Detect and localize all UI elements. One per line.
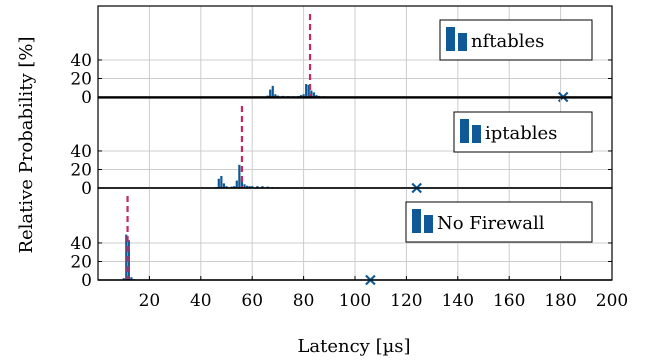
x-tick-label: 100: [339, 291, 371, 311]
bar: [233, 186, 236, 188]
bar: [225, 186, 228, 188]
bar: [256, 186, 259, 188]
bar: [130, 277, 133, 280]
bar: [122, 278, 125, 280]
y-tick-label: 40: [70, 51, 92, 71]
legend-swatch: [472, 125, 481, 143]
legend-swatch: [446, 27, 455, 51]
bar: [220, 175, 223, 188]
x-tick-label: 80: [293, 291, 315, 311]
y-tick-label: 40: [70, 234, 92, 254]
y-tick-label: 20: [70, 252, 92, 272]
bar: [261, 186, 264, 188]
bar: [312, 92, 315, 97]
x-tick-label: 180: [544, 291, 576, 311]
bar: [305, 84, 308, 97]
legend-swatch: [424, 215, 433, 233]
x-tick-label: 160: [493, 291, 525, 311]
bar: [299, 95, 303, 97]
bar: [251, 186, 254, 188]
bar: [243, 184, 246, 188]
panel-frame: [97, 5, 613, 98]
bar: [245, 185, 249, 188]
y-tick-label: 20: [70, 160, 92, 180]
bar: [222, 183, 226, 188]
legend-swatch: [460, 119, 469, 143]
legend: No Firewall: [405, 201, 593, 243]
bar: [315, 95, 318, 97]
legend-swatch: [458, 33, 467, 51]
bar: [302, 94, 305, 97]
x-tick-label: 200: [596, 291, 628, 311]
bar: [127, 240, 130, 280]
legend: nftables: [439, 19, 593, 61]
x-axis-label: Latency [µs]: [297, 336, 410, 357]
x-axis-ticks: 20 40 60 80 100 120 140 160 180 200: [139, 276, 628, 311]
legend-swatch: [412, 209, 421, 233]
bar: [310, 90, 313, 97]
x-tick-label: 40: [190, 291, 212, 311]
bar: [269, 89, 272, 97]
legend: iptables: [453, 111, 593, 153]
bar: [274, 94, 277, 97]
x-tick-label: 20: [139, 291, 161, 311]
bar: [235, 180, 238, 188]
x-tick-label: 140: [442, 291, 474, 311]
bar: [238, 164, 241, 188]
y-axis-label: Relative Probability [%]: [16, 36, 37, 253]
legend-label: No Firewall: [437, 213, 545, 234]
legend-label: nftables: [471, 31, 544, 52]
bar: [271, 85, 274, 97]
bar: [248, 186, 251, 188]
bar: [125, 234, 128, 280]
y-tick-label: 40: [70, 142, 92, 162]
x-tick-label: 120: [390, 291, 422, 311]
y-tick-label: 0: [81, 271, 92, 291]
y-tick-label: 0: [81, 88, 92, 108]
legend-box: [405, 201, 593, 243]
bar: [217, 178, 220, 188]
bar: [307, 84, 310, 97]
legend-label: iptables: [485, 123, 557, 144]
y-tick-label: 0: [81, 179, 92, 199]
x-tick-label: 60: [241, 291, 263, 311]
bar: [240, 178, 244, 188]
y-tick-label: 20: [70, 69, 92, 89]
